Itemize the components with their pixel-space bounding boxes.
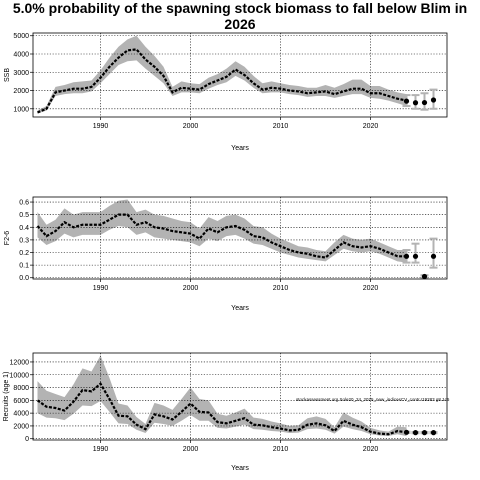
ssb-ytick-label-0: 1000 <box>13 106 29 113</box>
ssb-frame <box>32 32 448 118</box>
recruits-forecast-point-2025 <box>412 430 419 436</box>
fbar-ytick-label-0: 0.0 <box>19 275 29 282</box>
recruits-forecast-point-2024 <box>403 429 410 435</box>
ssb-ytick-label-4: 5000 <box>13 33 29 40</box>
recruits-ylabel: Recruits (age 1) <box>3 372 10 422</box>
recruits-ytick-label-6: 12000 <box>10 359 30 366</box>
recruits-series-line <box>36 382 407 436</box>
ssb-xlabel: Years <box>231 145 249 152</box>
ssb-panel: 1990 2000 2010 2020 1000 2000 3000 4000 5000 Year… <box>4 32 448 152</box>
recruits-ytick-label-1: 2000 <box>13 423 29 430</box>
recruits-ytick-label-0: 0 <box>25 436 29 443</box>
recruits-ytick-label-5: 10000 <box>10 372 30 379</box>
ssb-confidence-band <box>37 35 407 114</box>
fbar-xtick-label-2010: 2010 <box>273 285 289 292</box>
ssb-xtick-label-2010: 2010 <box>273 123 289 130</box>
recruits-xtick-label-2010: 2010 <box>273 446 289 453</box>
fbar-xlabel: Years <box>231 305 249 312</box>
fbar-panel: 1990 2000 2010 2020 0.0 0.1 0.2 0.3 0.4 0.5 0.6 Yea… <box>4 196 448 312</box>
fbar-ytick-label-6: 0.6 <box>19 200 29 207</box>
fbar-series-line <box>36 213 407 259</box>
ssb-xtick-label-2020: 2020 <box>363 123 379 130</box>
fbar-xtick-label-1990: 1990 <box>93 285 109 292</box>
fbar-frame <box>32 196 448 280</box>
fbar-xtick-label-2020: 2020 <box>363 285 379 292</box>
page-title: 5.0% probability of the spawning stock b… <box>12 0 468 32</box>
ssb-xtick-label-1990: 1990 <box>93 123 109 130</box>
recruits-ytick-label-2: 4000 <box>13 411 29 418</box>
fbar-ytick-label-4: 0.4 <box>19 225 29 232</box>
recruits-forecast-point-2026 <box>421 430 428 436</box>
ssb-xtick-label-2000: 2000 <box>183 123 199 130</box>
fbar-forecast-point-2026 <box>421 273 428 280</box>
fbar-ytick-label-5: 0.5 <box>19 212 29 219</box>
recruits-xlabel: Years <box>231 465 249 472</box>
fbar-forecast-point-2024 <box>403 253 410 259</box>
stockassessment-note: stockassessment.org Sole20_24_2025_new_i… <box>296 397 450 402</box>
ssb-ytick-label-3: 4000 <box>13 52 29 59</box>
fbar-forecast-point-2025 <box>412 253 419 259</box>
recruits-panel: 1990 2000 2010 2020 0 2000 4000 6000 8000 10000 12… <box>3 352 448 472</box>
ssb-forecast-point-2026 <box>421 99 428 106</box>
fbar-xtick-label-2000: 2000 <box>183 285 199 292</box>
fbar-ylabel: F2-6 <box>4 231 11 246</box>
fbar-ytick-label-1: 0.1 <box>19 263 29 270</box>
ssb-ylabel: SSB <box>4 68 11 82</box>
recruits-confidence-band <box>37 355 407 437</box>
recruits-xtick-label-2020: 2020 <box>363 446 379 453</box>
ssb-series-line <box>37 48 407 114</box>
fbar-ytick-label-2: 0.2 <box>19 250 29 257</box>
recruits-ytick-label-3: 6000 <box>13 398 29 405</box>
ssb-ytick-label-2: 3000 <box>13 70 29 77</box>
fbar-ytick-label-3: 0.3 <box>19 237 29 244</box>
recruits-forecast-point-2027 <box>430 430 437 436</box>
fbar-forecast-point-2027 <box>430 253 437 259</box>
recruits-ytick-label-4: 8000 <box>13 385 29 392</box>
recruits-xtick-label-1990: 1990 <box>93 446 109 453</box>
recruits-xtick-label-2000: 2000 <box>183 446 199 453</box>
recruits-frame <box>32 352 448 441</box>
ssb-forecast-point-2027 <box>430 97 437 103</box>
ssb-forecast-point-2025 <box>412 100 419 106</box>
ssb-ytick-label-1: 2000 <box>13 88 29 95</box>
ssb-forecast-point-2024 <box>403 98 410 104</box>
